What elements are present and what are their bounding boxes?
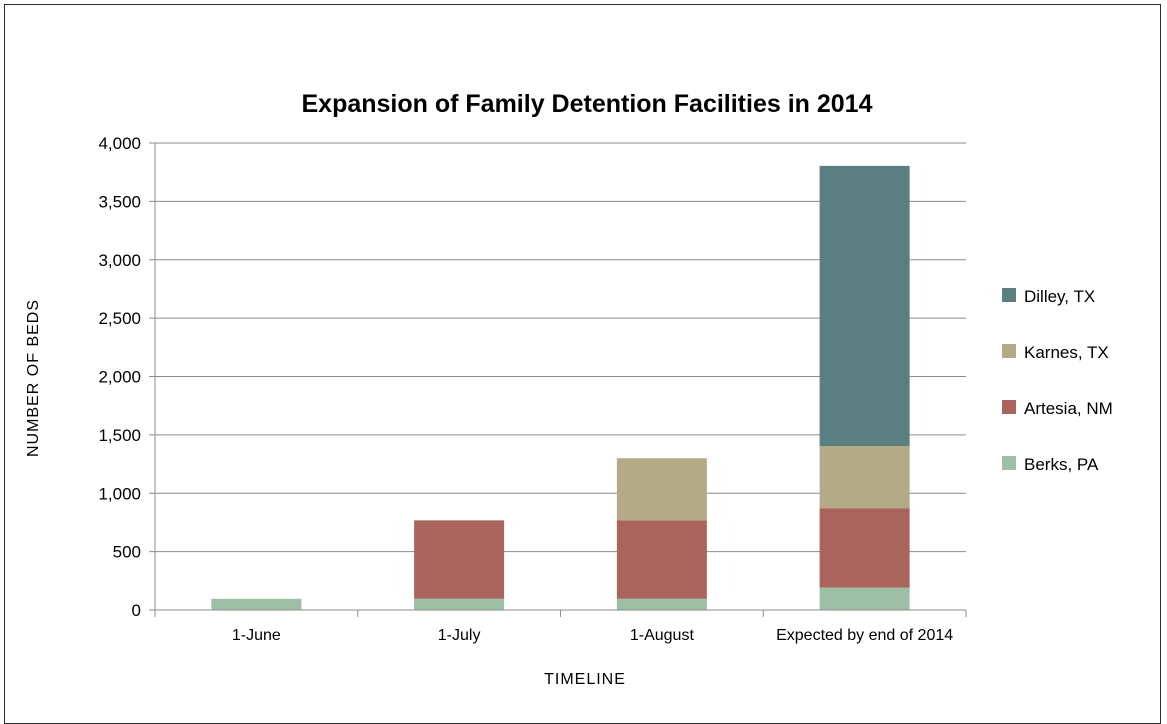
bar-segment [616,458,707,521]
legend-swatch [1002,456,1016,470]
bar-segment [819,165,910,447]
x-tick-label: 1-June [232,627,281,644]
legend-label: Karnes, TX [1024,343,1109,362]
y-tick-label: 4,000 [98,134,141,153]
bar-segment [414,598,505,610]
y-tick-label: 3,000 [98,251,141,270]
legend-label: Artesia, NM [1024,399,1113,418]
y-tick-label: 2,000 [98,368,141,387]
legend-label: Dilley, TX [1024,287,1095,306]
y-tick-label: 3,500 [98,192,141,211]
y-tick-label: 1,500 [98,426,141,445]
x-tick-label: Expected by end of 2014 [776,627,953,644]
bar-segment [819,587,910,610]
legend-swatch [1002,288,1016,302]
legend: Dilley, TX Karnes, TX Artesia, NM Berks, PA [1002,287,1113,474]
y-tick-label: 0 [132,601,141,620]
legend-label: Berks, PA [1024,455,1099,474]
x-tick-label: 1-August [630,627,695,644]
legend-swatch [1002,344,1016,358]
bar-segment [211,598,302,610]
x-axis-label: TIMELINE [544,671,626,688]
axes [154,143,967,617]
chart-title: Expansion of Family Detention Facilities… [302,90,873,118]
bar-segment [616,598,707,610]
x-tick-labels: 1-June 1-July 1-August Expected by end of 2… [232,627,953,644]
bar-segment [616,520,707,599]
x-tick-label: 1-July [438,627,481,644]
bar-segment [819,446,910,509]
bar-segment [819,508,910,588]
y-tick-labels: 0 500 1,000 1,500 2,000 2,500 3,000 3,500 4,000 [98,134,141,620]
y-tick-label: 2,500 [98,309,141,328]
legend-swatch [1002,400,1016,414]
y-tick-label: 500 [113,543,141,562]
y-axis-label: NUMBER OF BEDS [25,299,42,457]
bars [211,165,910,610]
bar-segment [414,520,505,599]
y-tick-label: 1,000 [98,484,141,503]
